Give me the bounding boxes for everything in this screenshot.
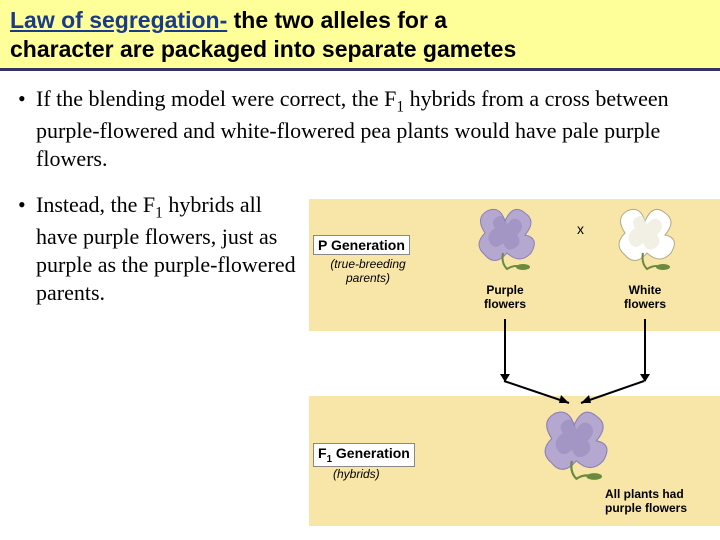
title-rest1: the two alleles for a [227,7,447,33]
f1-generation-label: F1 Generation [313,443,415,467]
purple-flower-f1 [529,405,617,481]
bullet-1-text: If the blending model were correct, the … [36,85,702,173]
cross-symbol: x [577,221,584,237]
bullet-dot: • [18,191,36,513]
b1-sub: 1 [396,98,404,115]
p-generation-paren: (true-breeding parents) [313,257,423,285]
f1-post: Generation [332,445,410,461]
title-link: Law of segregation- [10,7,227,33]
bullet-2-text: Instead, the F1 hybrids all have purple … [36,191,303,513]
white-caption: White flowers [609,283,681,311]
genetics-diagram: P Generation (true-breeding parents) x [309,191,720,531]
b2-sub: 1 [155,204,163,221]
purple-flower-p [465,203,543,271]
p-generation-label: P Generation [313,235,410,255]
f1-pre: F [318,445,327,461]
bullet-1: • If the blending model were correct, th… [18,85,702,173]
bullet-2: • Instead, the F1 hybrids all have purpl… [18,191,303,513]
b1-pre: If the blending model were correct, the … [36,86,396,111]
title-line2: character are packaged into separate gam… [10,36,516,62]
f1-generation-paren: (hybrids) [333,467,380,481]
purple-caption: Purple flowers [469,283,541,311]
white-flower-p [605,203,683,271]
b2-pre: Instead, the F [36,192,155,217]
f1-result-text: All plants had purple flowers [605,487,687,516]
arrows-converge [309,331,719,411]
bullet-dot: • [18,85,36,173]
